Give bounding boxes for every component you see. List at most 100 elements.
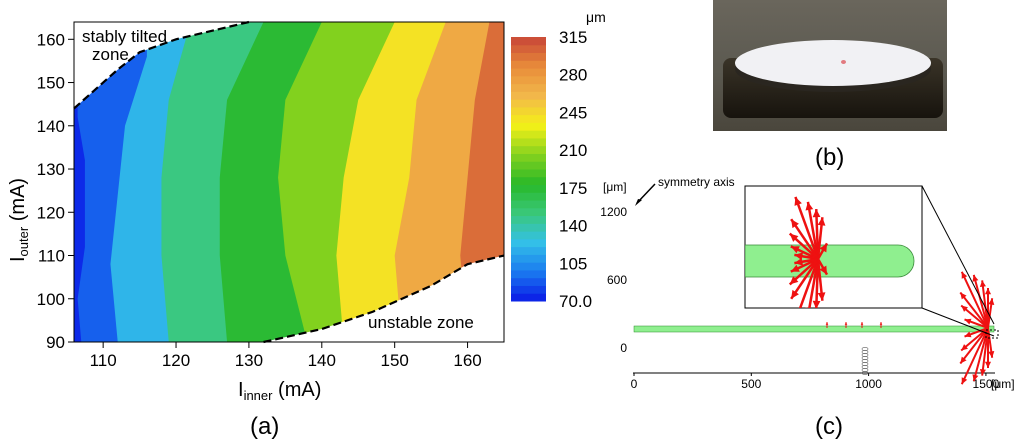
colorbar-unit: μm <box>586 9 606 25</box>
colorbar-stripe <box>511 161 546 170</box>
inset-force-arrow-head <box>795 312 802 321</box>
y-tick-label: 160 <box>37 30 65 49</box>
inset-force-arrow <box>794 196 820 260</box>
c-x-tick-label: 1000 <box>855 377 882 391</box>
inset-force-arrow-head <box>812 209 821 218</box>
colorbar-tick-label: 245 <box>559 103 587 122</box>
x-tick-label: 140 <box>308 351 336 370</box>
panel-b-label: (b) <box>815 144 844 171</box>
colorbar-ticks: 70.0 105 140 175 210 245 280 315 <box>559 28 592 311</box>
colorbar-stripe <box>511 231 546 240</box>
colorbar-tick-label: 175 <box>559 179 587 198</box>
colorbar-stripe <box>511 192 546 201</box>
x-tick-label: 160 <box>453 351 481 370</box>
y-tick-label: 140 <box>37 117 65 136</box>
colorbar-tick-label: 70.0 <box>559 292 592 311</box>
y-axis-label: Iouter (mA) <box>7 178 31 262</box>
unstable-boundary <box>263 254 505 344</box>
x-axis-label-unit: (mA) <box>272 379 321 401</box>
colorbar-stripe <box>511 75 546 85</box>
colorbar-tick-label: 280 <box>559 66 587 85</box>
unstable-zone <box>263 255 504 342</box>
edge-force-arrow-head <box>960 292 967 300</box>
photo-tilted-disc <box>713 0 947 131</box>
edge-force-arrow-head <box>984 361 992 368</box>
colorbar-stripe <box>511 60 546 69</box>
colorbar-stripe <box>511 169 546 178</box>
inset-connector-bottom <box>921 307 995 337</box>
edge-force-arrow-head <box>961 305 968 312</box>
colorbar-stripe <box>511 153 546 162</box>
colorbar-tick-label: 315 <box>559 28 587 47</box>
colorbar-stripe <box>511 285 546 294</box>
edge-force-arrow-head <box>961 377 968 385</box>
c-y-tick-label: 0 <box>620 341 627 355</box>
c-axis-ticks: 0 500 1000 1500 0 600 1200 <box>600 205 999 391</box>
edge-force-arrow-head <box>972 374 979 382</box>
y-tick-label: 90 <box>46 333 65 352</box>
inset-force-arrows <box>788 196 829 321</box>
coil-spring <box>861 347 869 375</box>
inset-force-arrow-head <box>789 233 799 242</box>
colorbar-stripe <box>511 114 546 123</box>
stably-tilted-label-line1: stably tilted <box>82 27 167 46</box>
heatmap-axis-ticks: 110 120 130 140 150 160 90 100 110 120 130 140 150 16… <box>37 30 482 370</box>
x-tick-label: 110 <box>90 351 117 370</box>
edge-force-arrow-head <box>984 288 992 295</box>
y-tick-label: 120 <box>37 203 65 222</box>
inset-force-arrow-head <box>805 201 814 211</box>
colorbar-stripe <box>511 215 546 224</box>
inset-force-arrow-head <box>794 252 804 261</box>
colorbar-stripe <box>511 246 546 255</box>
inset-force-arrow-head <box>789 276 799 285</box>
y-axis-label-unit: (mA) <box>7 178 29 227</box>
c-x-unit: [μm] <box>991 377 1015 391</box>
edge-force-arrow <box>960 327 989 385</box>
inset-force-arrow-head <box>819 265 827 275</box>
inset-force-arrow <box>798 258 820 308</box>
edge-force-arrow-head <box>961 271 968 279</box>
inset-force-arrow-head <box>817 217 826 226</box>
x-axis-label: Iinner (mA) <box>238 379 321 403</box>
c-x-tick-label: 1500 <box>973 377 1000 391</box>
edge-force-arrow-head <box>972 274 979 282</box>
edge-force-arrow-head <box>960 356 967 364</box>
x-axis-label-main: I <box>238 379 244 401</box>
colorbar-stripe <box>511 207 546 217</box>
inset-force-arrow-head <box>790 246 800 254</box>
c-x-tick-label: 0 <box>631 377 638 391</box>
colorbar-stripe <box>511 130 546 139</box>
colorbar-tick-label: 105 <box>559 254 587 273</box>
edge-force-arrow-head <box>961 344 968 351</box>
colorbar-stripe <box>511 122 546 131</box>
excluded-zones <box>74 22 504 342</box>
colorbar-stripe <box>511 277 546 286</box>
edge-force-arrow <box>959 327 989 365</box>
inset-force-arrow <box>808 258 820 308</box>
c-y-unit: [μm] <box>603 180 627 194</box>
colorbar-stripes <box>511 37 546 302</box>
colorbar-stripe <box>511 254 546 263</box>
x-tick-label: 130 <box>235 351 263 370</box>
edge-force-arrow-head <box>988 351 995 358</box>
small-force-arrow-head <box>825 322 829 325</box>
y-tick-label: 130 <box>37 160 65 179</box>
zone-boundaries <box>73 20 505 344</box>
colorbar-stripe <box>511 37 546 46</box>
inset-force-arrow-head <box>794 196 802 206</box>
colorbar-stripe <box>511 106 546 116</box>
colorbar-stripe <box>511 137 546 147</box>
inset-force-arrow-head <box>819 243 827 253</box>
stably-tilted-boundary <box>73 20 250 110</box>
photo-laser-dot <box>841 60 846 64</box>
edge-force-arrow <box>972 274 989 329</box>
edge-force-arrow-head <box>964 331 972 338</box>
coil-turn <box>861 371 869 375</box>
heatmap-bands <box>77 22 504 342</box>
colorbar-stripe <box>511 269 546 279</box>
colorbar-stripe <box>511 145 546 154</box>
photo-disc <box>735 40 931 86</box>
colorbar-stripe <box>511 99 546 108</box>
flux-tube <box>633 325 995 333</box>
